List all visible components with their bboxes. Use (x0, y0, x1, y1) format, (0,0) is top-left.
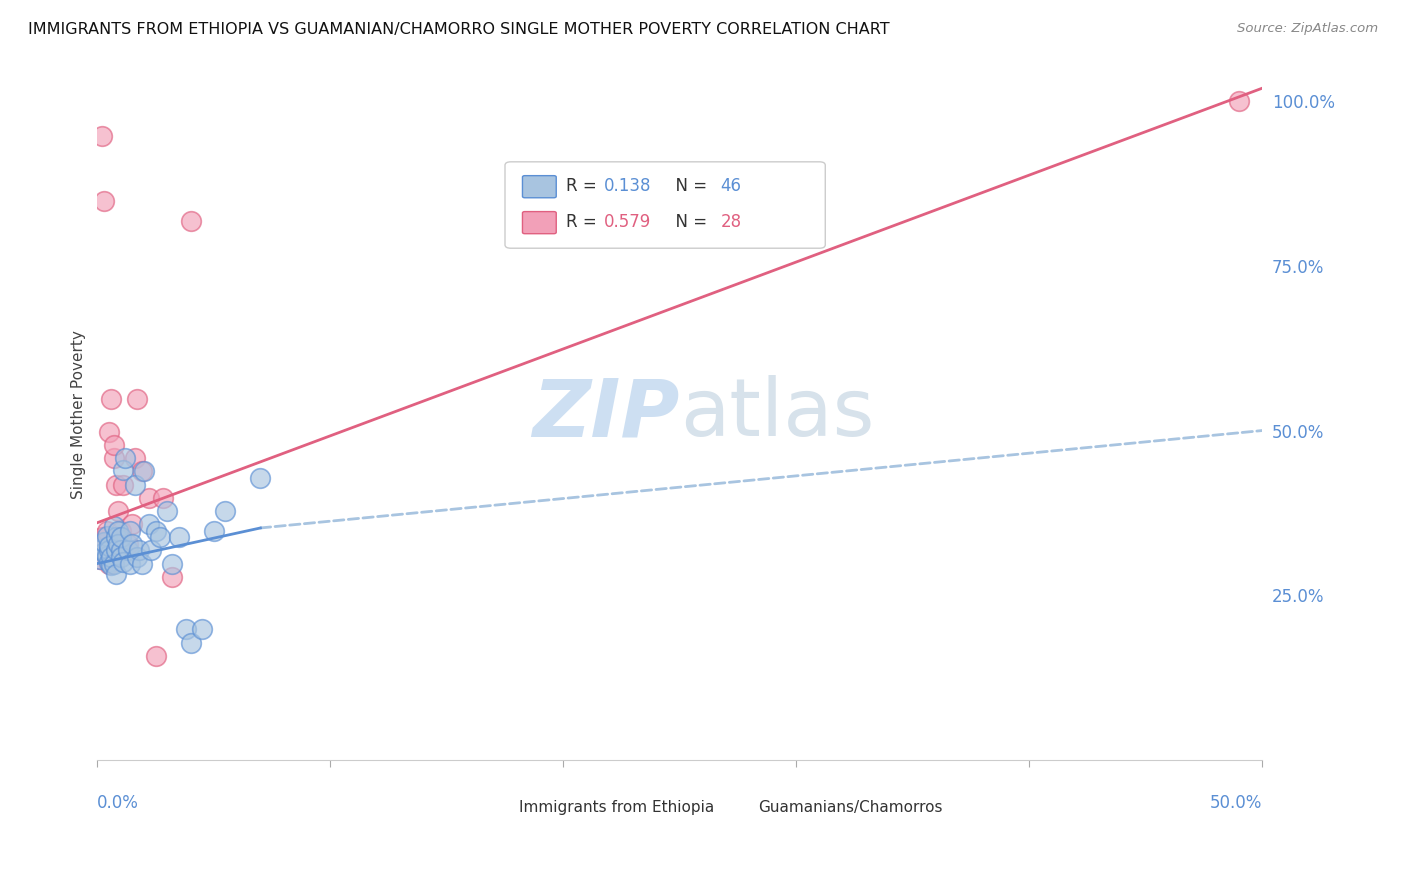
FancyBboxPatch shape (523, 176, 557, 198)
Point (117, 543, 139, 558)
Point (128, 543, 150, 558)
Point (121, 516, 143, 531)
Point (100, 543, 122, 558)
Text: 0.0%: 0.0% (97, 794, 139, 813)
Point (145, 648, 167, 663)
Text: R =: R = (565, 213, 602, 231)
Text: 0.579: 0.579 (605, 213, 651, 231)
Point (191, 623, 214, 637)
Text: R =: R = (565, 177, 602, 195)
Point (145, 524, 167, 538)
Text: Guamanians/Chamorros: Guamanians/Chamorros (758, 800, 942, 815)
Point (174, 623, 197, 637)
Point (100, 558, 122, 573)
Text: 28: 28 (720, 213, 741, 231)
Text: N =: N = (665, 177, 711, 195)
Text: ZIP: ZIP (533, 376, 679, 453)
FancyBboxPatch shape (505, 161, 825, 248)
Point (98, 557, 121, 571)
Point (180, 635, 202, 649)
FancyBboxPatch shape (720, 798, 751, 817)
Point (152, 491, 174, 505)
Point (214, 504, 236, 518)
Point (98, 543, 121, 558)
Point (111, 463, 134, 477)
Point (96, 549, 118, 564)
Point (104, 530, 127, 544)
Point (104, 567, 127, 582)
Point (121, 537, 143, 551)
Text: atlas: atlas (679, 376, 875, 453)
Point (96, 549, 118, 563)
Point (96, 524, 118, 538)
Point (117, 537, 139, 551)
Point (249, 471, 271, 485)
Text: Immigrants from Ethiopia: Immigrants from Ethiopia (519, 800, 714, 815)
Point (98, 555, 121, 569)
Y-axis label: Single Mother Poverty: Single Mother Poverty (72, 330, 86, 499)
Point (111, 477, 134, 491)
Point (180, 214, 202, 228)
Point (96, 529, 118, 543)
Point (139, 543, 162, 558)
Point (167, 530, 190, 544)
Text: 46: 46 (720, 177, 741, 195)
Point (110, 543, 132, 558)
Point (103, 451, 125, 466)
Point (118, 557, 141, 571)
Point (124, 477, 146, 491)
Point (114, 451, 136, 466)
Point (93, 537, 115, 551)
Point (110, 549, 132, 564)
Point (107, 504, 129, 518)
Point (125, 549, 148, 564)
Text: 50.0%: 50.0% (1209, 794, 1263, 813)
Point (103, 438, 125, 452)
Point (91, 530, 114, 544)
Point (110, 530, 132, 544)
Text: 0.138: 0.138 (605, 177, 651, 195)
Point (125, 392, 148, 406)
Point (149, 530, 172, 544)
Text: IMMIGRANTS FROM ETHIOPIA VS GUAMANIAN/CHAMORRO SINGLE MOTHER POVERTY CORRELATION: IMMIGRANTS FROM ETHIOPIA VS GUAMANIAN/CH… (28, 22, 890, 37)
Point (118, 524, 141, 538)
Point (131, 557, 153, 571)
Point (91, 542, 114, 557)
Point (160, 570, 183, 584)
Point (89, 552, 111, 566)
Point (156, 504, 179, 518)
Text: Source: ZipAtlas.com: Source: ZipAtlas.com (1237, 22, 1378, 36)
Point (93, 194, 115, 209)
Point (98, 539, 121, 553)
Point (93, 545, 115, 559)
Point (107, 537, 129, 551)
Point (103, 519, 125, 533)
Point (138, 491, 160, 505)
Point (138, 516, 160, 531)
Point (131, 464, 153, 478)
Point (132, 464, 155, 478)
Point (100, 549, 122, 564)
Point (124, 451, 146, 466)
Point (91, 128, 114, 143)
Point (100, 392, 122, 406)
Point (89, 552, 111, 566)
Point (104, 477, 127, 491)
Point (107, 524, 129, 538)
Point (98, 425, 121, 439)
Point (202, 524, 225, 538)
Text: N =: N = (665, 213, 711, 231)
Point (103, 557, 125, 571)
Point (1227, 95, 1250, 109)
Point (93, 535, 115, 549)
FancyBboxPatch shape (523, 211, 557, 234)
Point (160, 557, 183, 571)
FancyBboxPatch shape (481, 798, 512, 817)
Point (111, 555, 134, 569)
Point (104, 543, 127, 558)
Point (110, 524, 132, 538)
